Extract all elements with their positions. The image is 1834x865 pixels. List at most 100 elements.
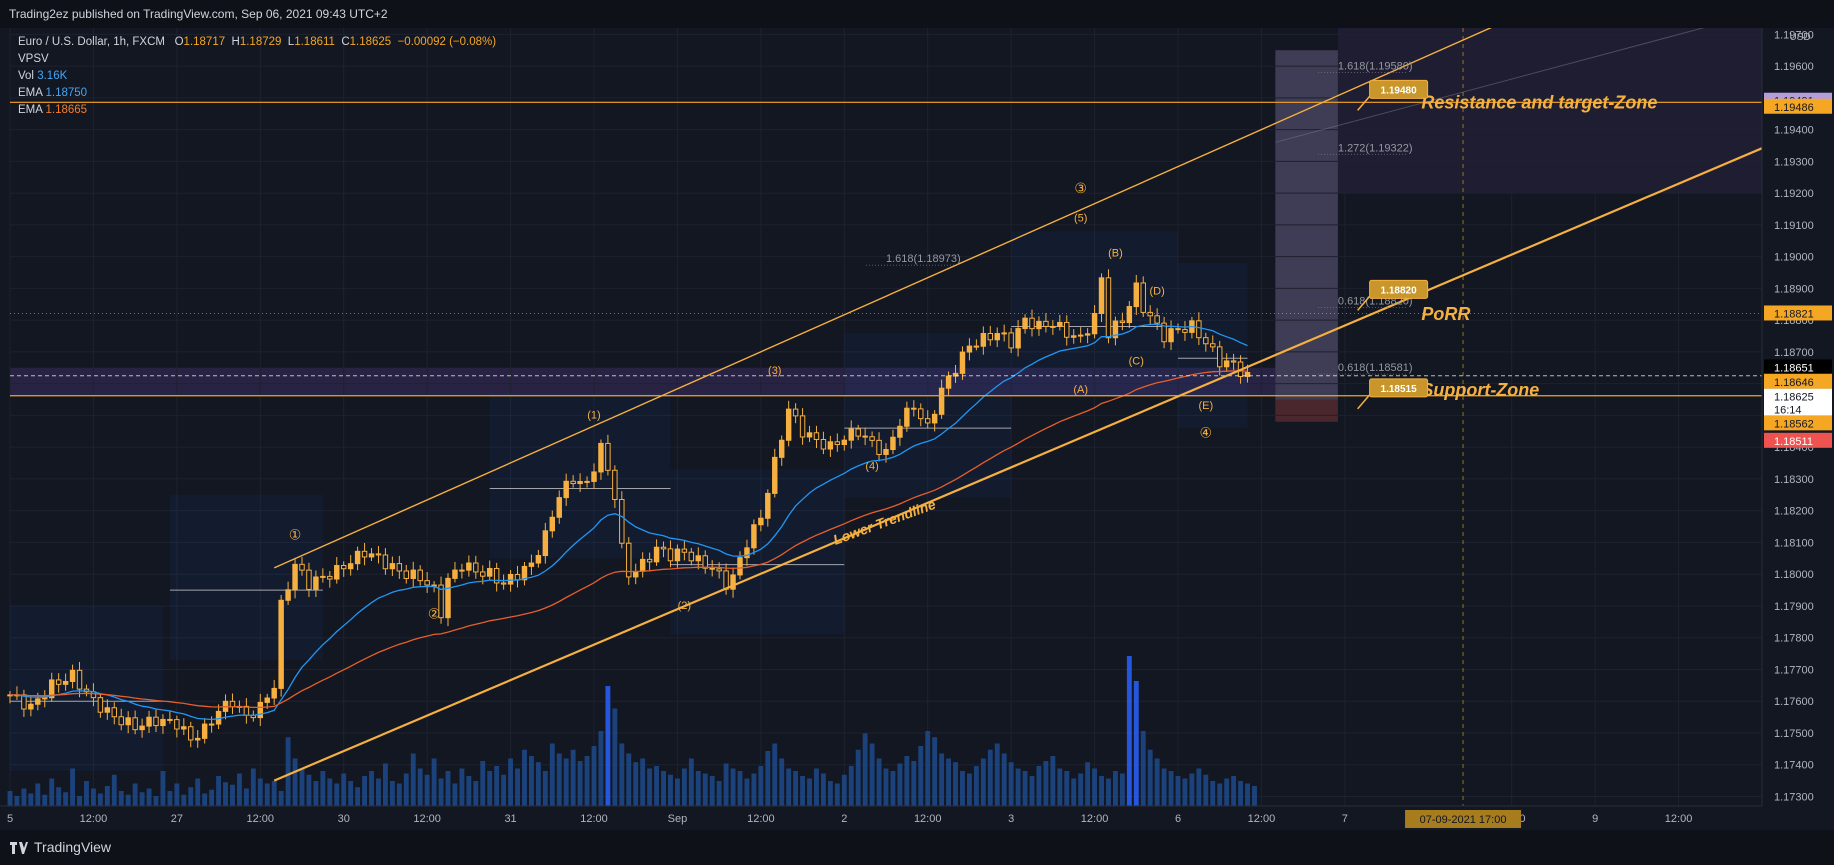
callout-box bbox=[1369, 79, 1429, 99]
candle-body bbox=[507, 573, 514, 585]
volume-bar bbox=[702, 773, 708, 806]
volume-bar bbox=[77, 796, 82, 806]
price-tick-label: 1.17400 bbox=[1774, 760, 1814, 772]
volume-bar bbox=[250, 768, 256, 806]
candle-body bbox=[417, 569, 423, 582]
volume-bar bbox=[1015, 768, 1021, 806]
volume-bar bbox=[292, 758, 298, 806]
price-chart[interactable]: 1.618(1.19580) 1.272(1.19322) 1.618(1.1897… bbox=[0, 28, 1834, 830]
candle-body bbox=[723, 570, 729, 590]
volume-bar bbox=[257, 778, 263, 806]
candle-body bbox=[327, 575, 333, 580]
wave-label: (A) bbox=[1073, 384, 1088, 396]
volume-bar bbox=[633, 762, 639, 806]
tradingview-logo[interactable]: TradingView bbox=[10, 830, 111, 865]
wave-label: (5) bbox=[1074, 213, 1087, 225]
volume-bar bbox=[932, 737, 938, 806]
volume-bar bbox=[403, 773, 409, 806]
volume-bar bbox=[216, 776, 222, 806]
volume-bar bbox=[1043, 761, 1049, 806]
volume-bar bbox=[1085, 762, 1091, 806]
candle-body bbox=[104, 707, 111, 713]
legend-ema-fast: 1.18750 bbox=[45, 87, 88, 99]
volume-bar bbox=[688, 758, 694, 806]
price-tick-label: 1.17900 bbox=[1774, 601, 1814, 613]
candle-body bbox=[626, 542, 632, 578]
legend-ema-slow-row[interactable]: EMA 1.18665 bbox=[18, 102, 496, 119]
volume-bar bbox=[84, 781, 89, 806]
candle-body bbox=[375, 553, 382, 556]
candle-body bbox=[313, 576, 319, 590]
candle-body bbox=[396, 563, 403, 572]
volume-bar bbox=[1126, 656, 1132, 806]
candle-body bbox=[890, 436, 896, 451]
price-tag bbox=[1764, 415, 1832, 431]
volume-bar bbox=[1057, 768, 1063, 806]
candle-body bbox=[1182, 329, 1188, 333]
candle-body bbox=[194, 737, 201, 741]
candle-body bbox=[751, 524, 757, 549]
candle-body bbox=[403, 570, 410, 579]
candle-body bbox=[1098, 277, 1105, 314]
candle-body bbox=[466, 562, 472, 571]
candle-body bbox=[667, 548, 674, 562]
candle-body bbox=[570, 480, 576, 485]
legend-volume-row[interactable]: Vol 3.16K bbox=[18, 68, 496, 85]
candle-body bbox=[681, 548, 688, 553]
volume-bar bbox=[1196, 768, 1202, 806]
price-tick-label: 1.18700 bbox=[1774, 347, 1814, 359]
price-tag bbox=[1764, 373, 1832, 389]
wave-label: (D) bbox=[1150, 286, 1165, 298]
legend-ema-label: EMA bbox=[18, 87, 43, 99]
legend-close-label: C bbox=[341, 36, 350, 48]
price-tag bbox=[1764, 388, 1832, 417]
candle-body bbox=[869, 436, 875, 441]
time-tick-label: 6 bbox=[1175, 813, 1181, 825]
time-tick-label: 31 bbox=[504, 813, 516, 825]
tradingview-logo-icon bbox=[10, 841, 28, 854]
candle-body bbox=[410, 569, 416, 579]
volume-bar bbox=[570, 749, 576, 806]
legend-vpsv[interactable]: VPSV bbox=[18, 53, 49, 65]
volume-bar bbox=[56, 787, 62, 806]
volume-bar bbox=[716, 781, 722, 806]
candle-body bbox=[1036, 320, 1042, 330]
volume-bar bbox=[111, 774, 117, 806]
volume-bar bbox=[779, 758, 785, 806]
volume-bar bbox=[243, 788, 249, 806]
volume-bar bbox=[522, 749, 527, 806]
legend-ema-fast-row[interactable]: EMA 1.18750 bbox=[18, 85, 496, 102]
volume-bar bbox=[362, 776, 368, 806]
candle-body bbox=[35, 698, 41, 705]
candle-body bbox=[820, 438, 827, 450]
volume-bar bbox=[139, 792, 145, 806]
time-tick-label: 9 bbox=[1592, 813, 1598, 825]
candle-body bbox=[1244, 372, 1251, 377]
volume-bar bbox=[904, 756, 910, 806]
candle-body bbox=[292, 563, 298, 591]
time-tick-label: 12:00 bbox=[1081, 813, 1109, 825]
volume-bar bbox=[188, 787, 194, 806]
volume-bar bbox=[1099, 776, 1104, 806]
candle-body bbox=[1119, 320, 1126, 324]
volume-bar bbox=[883, 768, 889, 806]
candle-body bbox=[257, 701, 264, 719]
volume-bar bbox=[695, 771, 701, 806]
upper-channel-line bbox=[273, 28, 1492, 569]
candle-body bbox=[1147, 311, 1153, 317]
ema-slow-line bbox=[10, 370, 1248, 709]
candle-body bbox=[591, 471, 597, 482]
volume-bar bbox=[855, 749, 861, 806]
candle-body bbox=[1112, 320, 1119, 339]
volume-bar bbox=[125, 794, 131, 806]
candle-body bbox=[1126, 306, 1133, 324]
candle-body bbox=[1064, 321, 1070, 338]
volume-bar bbox=[14, 796, 20, 806]
time-tick-label: 5 bbox=[7, 813, 13, 825]
projection-line bbox=[1275, 28, 1705, 143]
candle-body bbox=[473, 562, 479, 573]
candle-body bbox=[945, 375, 952, 389]
volume-bar bbox=[285, 737, 291, 806]
wave-label: ④ bbox=[1200, 425, 1213, 441]
candle-body bbox=[584, 480, 590, 483]
